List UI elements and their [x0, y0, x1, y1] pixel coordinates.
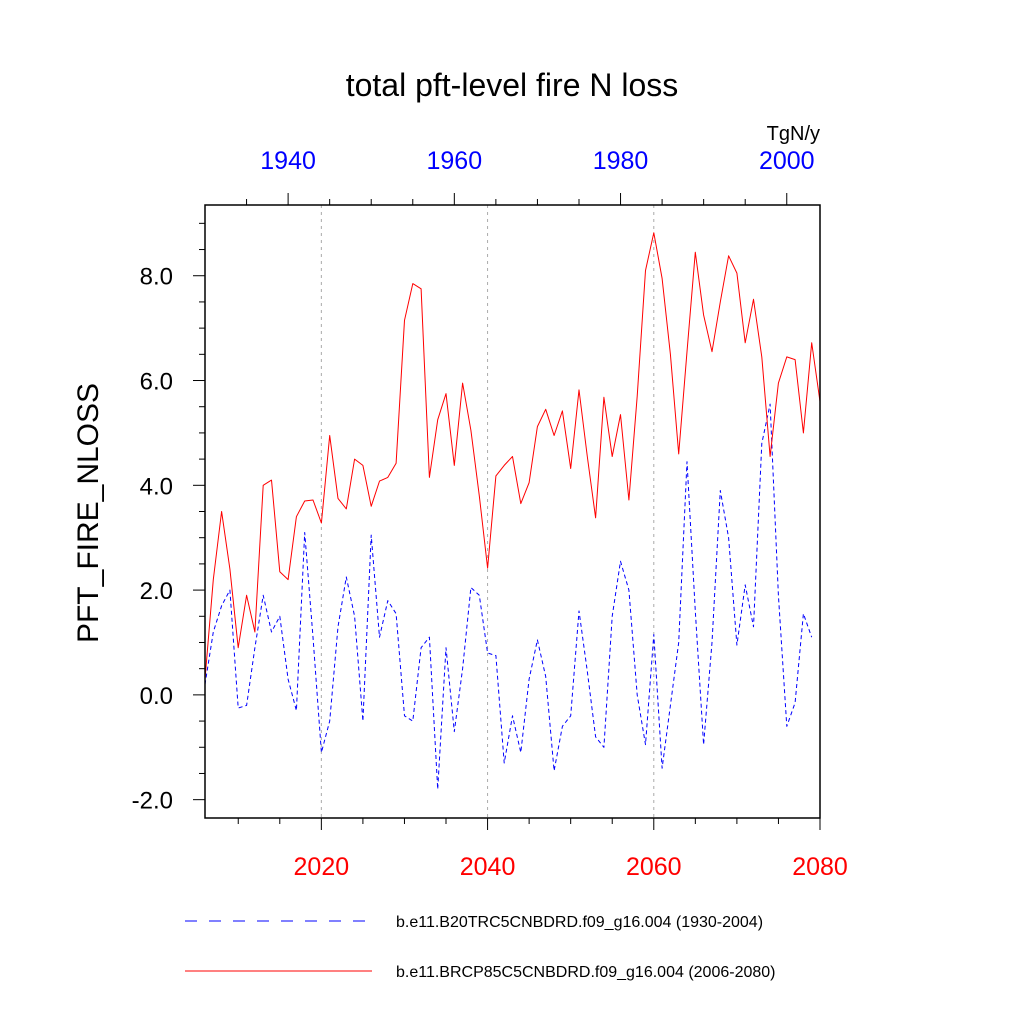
x-bottom-tick-label: 2040: [460, 853, 516, 881]
chart-title: total pft-level fire N loss: [346, 67, 679, 103]
series-historical-line: [204, 403, 813, 790]
grid-lines: [320, 205, 655, 818]
y-tick-label: -2.0: [132, 788, 173, 815]
series-lines: [204, 232, 821, 790]
x-bottom-tick-label: 2020: [294, 853, 350, 881]
legend: b.e11.B20TRC5CNBDRD.f09_g16.004 (1930-20…: [185, 914, 775, 981]
legend-label-rcp85: b.e11.BRCP85C5CNBDRD.f09_g16.004 (2006-2…: [396, 964, 775, 981]
x-bottom-tick-label: 2060: [626, 853, 682, 881]
y-tick-label: 2.0: [140, 578, 173, 605]
x-top-tick-label: 1960: [427, 147, 483, 175]
x-bottom-tick-label: 2080: [792, 853, 848, 881]
x-top-tick-label: 2000: [759, 147, 815, 175]
plot-frame: [204, 204, 821, 819]
units-label: TgN/y: [767, 123, 820, 145]
y-tick-label: 6.0: [140, 369, 173, 396]
x-top-tick-label: 1980: [593, 147, 649, 175]
y-axis-label: PFT_FIRE_NLOSS: [72, 383, 105, 643]
y-tick-label: 0.0: [140, 683, 173, 710]
axis-ticks: -2.0 0.0 2.0 4.0 6.0 8.0 2020 2040 2060 2080 1940 1…: [132, 147, 848, 881]
y-tick-label: 8.0: [140, 264, 173, 291]
legend-label-historical: b.e11.B20TRC5CNBDRD.f09_g16.004 (1930-20…: [396, 914, 763, 931]
y-tick-label: 4.0: [140, 473, 173, 500]
x-top-tick-label: 1940: [260, 147, 316, 175]
series-rcp85-line: [204, 232, 821, 680]
